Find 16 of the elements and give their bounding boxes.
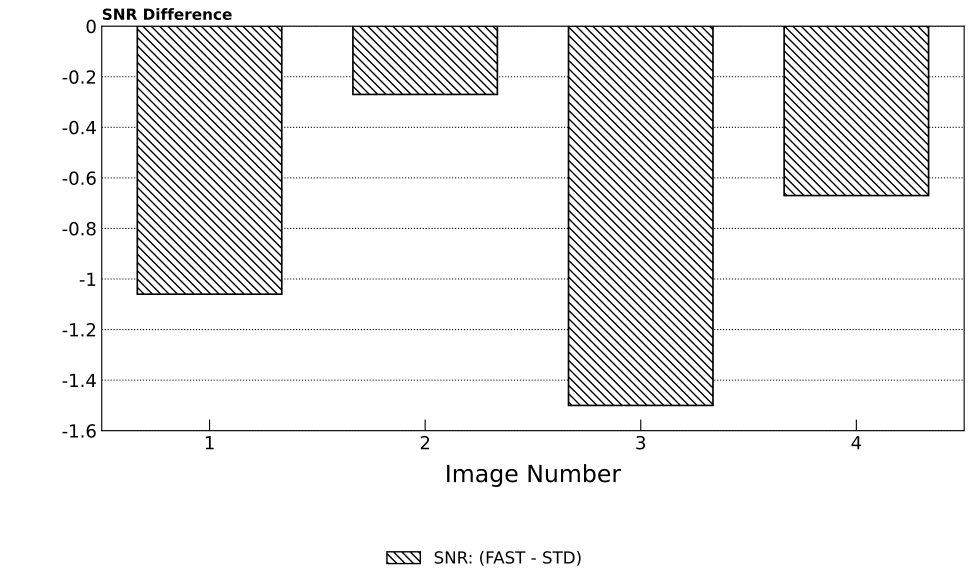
x-axis-title: Image Number bbox=[447, 464, 622, 487]
y-tick-label: -1 bbox=[80, 272, 96, 286]
y-tick-label: 0 bbox=[86, 20, 96, 34]
x-tick-label: 1 bbox=[206, 436, 214, 450]
y-tick-label: -0.6 bbox=[62, 171, 96, 185]
y-tick-label: -0.4 bbox=[62, 120, 96, 134]
y-tick-label: -1.4 bbox=[62, 374, 96, 387]
y-tick-label: -0.8 bbox=[62, 222, 96, 236]
legend-label: SNR: (FAST - STD) bbox=[434, 550, 581, 566]
x-tick-label: 3 bbox=[636, 436, 646, 450]
y-tick-label: -0.2 bbox=[62, 70, 96, 84]
y-tick-label: -1.6 bbox=[62, 424, 96, 438]
x-tick-label: 2 bbox=[420, 436, 430, 450]
x-tick-label: 4 bbox=[851, 436, 862, 450]
y-axis-title: SNR Difference bbox=[102, 8, 232, 20]
y-tick-label: -1.2 bbox=[62, 323, 96, 336]
